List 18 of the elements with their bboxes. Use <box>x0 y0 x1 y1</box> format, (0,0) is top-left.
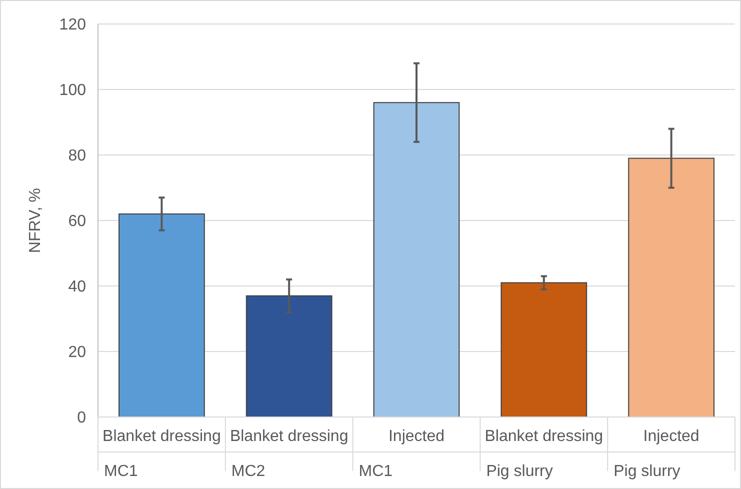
x-tick-label: Injected MC1 <box>358 428 445 480</box>
bar <box>373 102 460 418</box>
y-tick-label: 120 <box>59 16 86 34</box>
y-tick-label: 40 <box>68 278 86 296</box>
x-tick-label: Blanket dressing MC2 <box>230 428 348 480</box>
bar <box>500 282 588 418</box>
bar <box>628 158 714 418</box>
y-tick-label: 20 <box>68 344 86 362</box>
x-tick-label: Blanket dressing Pig slurry <box>484 428 604 480</box>
y-tick-label: 60 <box>68 213 86 230</box>
y-tick-label: 0 <box>77 410 86 427</box>
y-tick-label: 80 <box>68 148 86 165</box>
bar <box>246 295 332 418</box>
bar <box>118 213 205 418</box>
x-tick-label: Blanket dressing MC1 <box>102 428 221 480</box>
x-tick-label: Injected Pig slurry <box>614 428 700 480</box>
y-tick-label: 100 <box>59 82 86 100</box>
y-axis-title: NFRV, % <box>27 188 44 253</box>
